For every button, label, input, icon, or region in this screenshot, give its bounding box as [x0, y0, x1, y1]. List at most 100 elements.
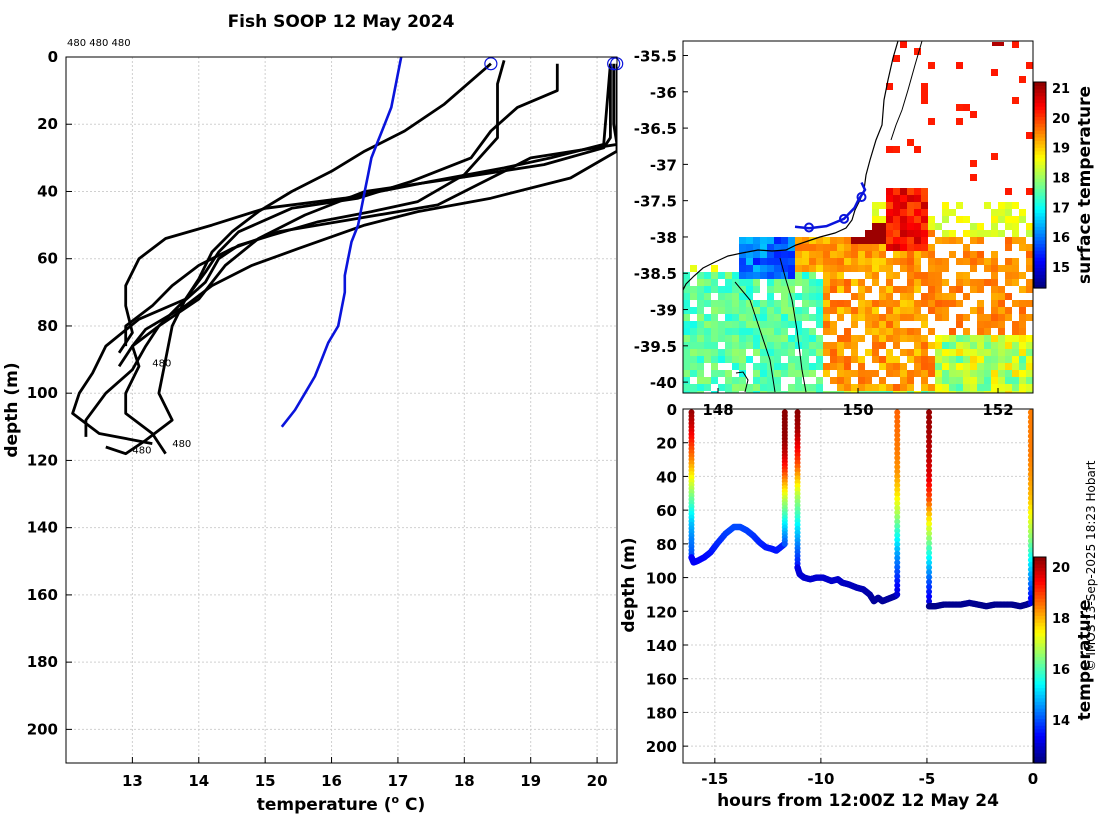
sst-cell	[1026, 349, 1033, 356]
sst-cell	[886, 314, 893, 321]
sst-cell	[921, 202, 928, 209]
section-point	[926, 511, 933, 518]
sst-cell	[809, 237, 816, 244]
section-point	[1027, 547, 1033, 554]
sst-cell	[837, 335, 844, 342]
sst-cell	[830, 363, 837, 370]
section-point	[894, 555, 901, 562]
sst-cell	[704, 293, 711, 300]
map-colorbar-segment	[1034, 257, 1046, 262]
sst-cell	[893, 314, 900, 321]
sst-cell	[907, 195, 914, 202]
sst-cell	[956, 370, 963, 377]
sst-cell	[872, 391, 879, 393]
sst-cell	[844, 244, 851, 251]
sst-cell	[788, 342, 795, 349]
sst-cell	[970, 286, 977, 293]
x-label-text: temperature (	[257, 795, 392, 815]
sst-cell	[900, 300, 907, 307]
sst-cell	[872, 251, 879, 258]
sst-cell	[956, 377, 963, 384]
sst-cell	[879, 237, 886, 244]
sst-cell	[991, 265, 998, 272]
ship-track-line	[794, 181, 867, 230]
sst-cell	[795, 272, 802, 279]
sst-cell	[1019, 321, 1026, 328]
sst-cell	[732, 384, 739, 391]
sst-cell	[823, 286, 830, 293]
sst-cell	[1026, 384, 1033, 391]
sst-cell	[865, 349, 872, 356]
sst-cell	[725, 279, 732, 286]
map-colorbar-segment	[1034, 167, 1046, 172]
sst-cell	[977, 230, 984, 237]
sst-cell	[683, 363, 690, 370]
sst-cell	[844, 328, 851, 335]
sst-cell	[914, 48, 921, 55]
map-y-tick-label: -35.5	[634, 48, 677, 66]
sst-cell	[872, 314, 879, 321]
sst-cell	[984, 335, 991, 342]
sst-cell	[732, 272, 739, 279]
sst-cell	[858, 258, 865, 265]
sst-cell	[977, 286, 984, 293]
sst-cell	[753, 335, 760, 342]
section-colorbar-segment	[1034, 635, 1046, 640]
sst-cell	[697, 293, 704, 300]
section-colorbar-segment	[1034, 618, 1046, 623]
sst-cell	[683, 286, 690, 293]
section-colorbar-segment	[1034, 605, 1046, 610]
sst-cell	[928, 251, 935, 258]
section-y-tick-label: 100	[646, 570, 677, 588]
sst-cell	[949, 363, 956, 370]
sst-cell	[886, 188, 893, 195]
sst-cell	[921, 370, 928, 377]
sst-cell	[844, 286, 851, 293]
sst-cell	[837, 237, 844, 244]
sst-cell	[977, 342, 984, 349]
sst-cell	[802, 272, 809, 279]
sst-cell	[718, 321, 725, 328]
section-point	[926, 583, 933, 590]
depth-time-section: -15 -10 -5 0 0 20 40 60 80 100 120 140 160 180 200 14…	[619, 401, 1095, 811]
sst-cell	[907, 216, 914, 223]
sst-cell	[858, 237, 865, 244]
sst-cell	[970, 384, 977, 391]
sst-cell	[774, 342, 781, 349]
section-x-tick-label: 0	[1028, 770, 1038, 788]
sst-cell	[788, 307, 795, 314]
sst-cell	[837, 384, 844, 391]
sst-cell	[900, 314, 907, 321]
sst-cell	[928, 384, 935, 391]
sst-cell	[746, 384, 753, 391]
section-point	[1027, 542, 1033, 549]
sst-cell	[767, 363, 774, 370]
section-point	[894, 441, 901, 448]
sst-cell	[963, 314, 970, 321]
map-colorbar-segment	[1034, 212, 1046, 217]
sst-cell	[998, 342, 1005, 349]
sst-cell	[1019, 286, 1026, 293]
sst-cell	[851, 251, 858, 258]
sst-cell	[739, 293, 746, 300]
sst-cell	[697, 314, 704, 321]
section-colorbar-segment	[1034, 653, 1046, 658]
sst-cell	[725, 370, 732, 377]
y-tick-label: 20	[37, 115, 58, 133]
sst-cell	[690, 342, 697, 349]
sst-cell	[956, 356, 963, 363]
sst-cell	[984, 370, 991, 377]
sst-cell	[746, 342, 753, 349]
sst-cell	[739, 314, 746, 321]
sst-cell	[970, 174, 977, 181]
section-colorbar-segment	[1034, 725, 1046, 730]
sst-cell	[739, 244, 746, 251]
sst-cell	[907, 188, 914, 195]
sst-cell	[907, 279, 914, 286]
sst-cell	[928, 118, 935, 125]
profile-point-labels: 480 480 480	[132, 358, 191, 456]
sst-cell	[935, 307, 942, 314]
section-point	[894, 591, 901, 598]
section-colorbar-segment	[1034, 697, 1046, 702]
section-colorbar-segment	[1034, 608, 1046, 613]
